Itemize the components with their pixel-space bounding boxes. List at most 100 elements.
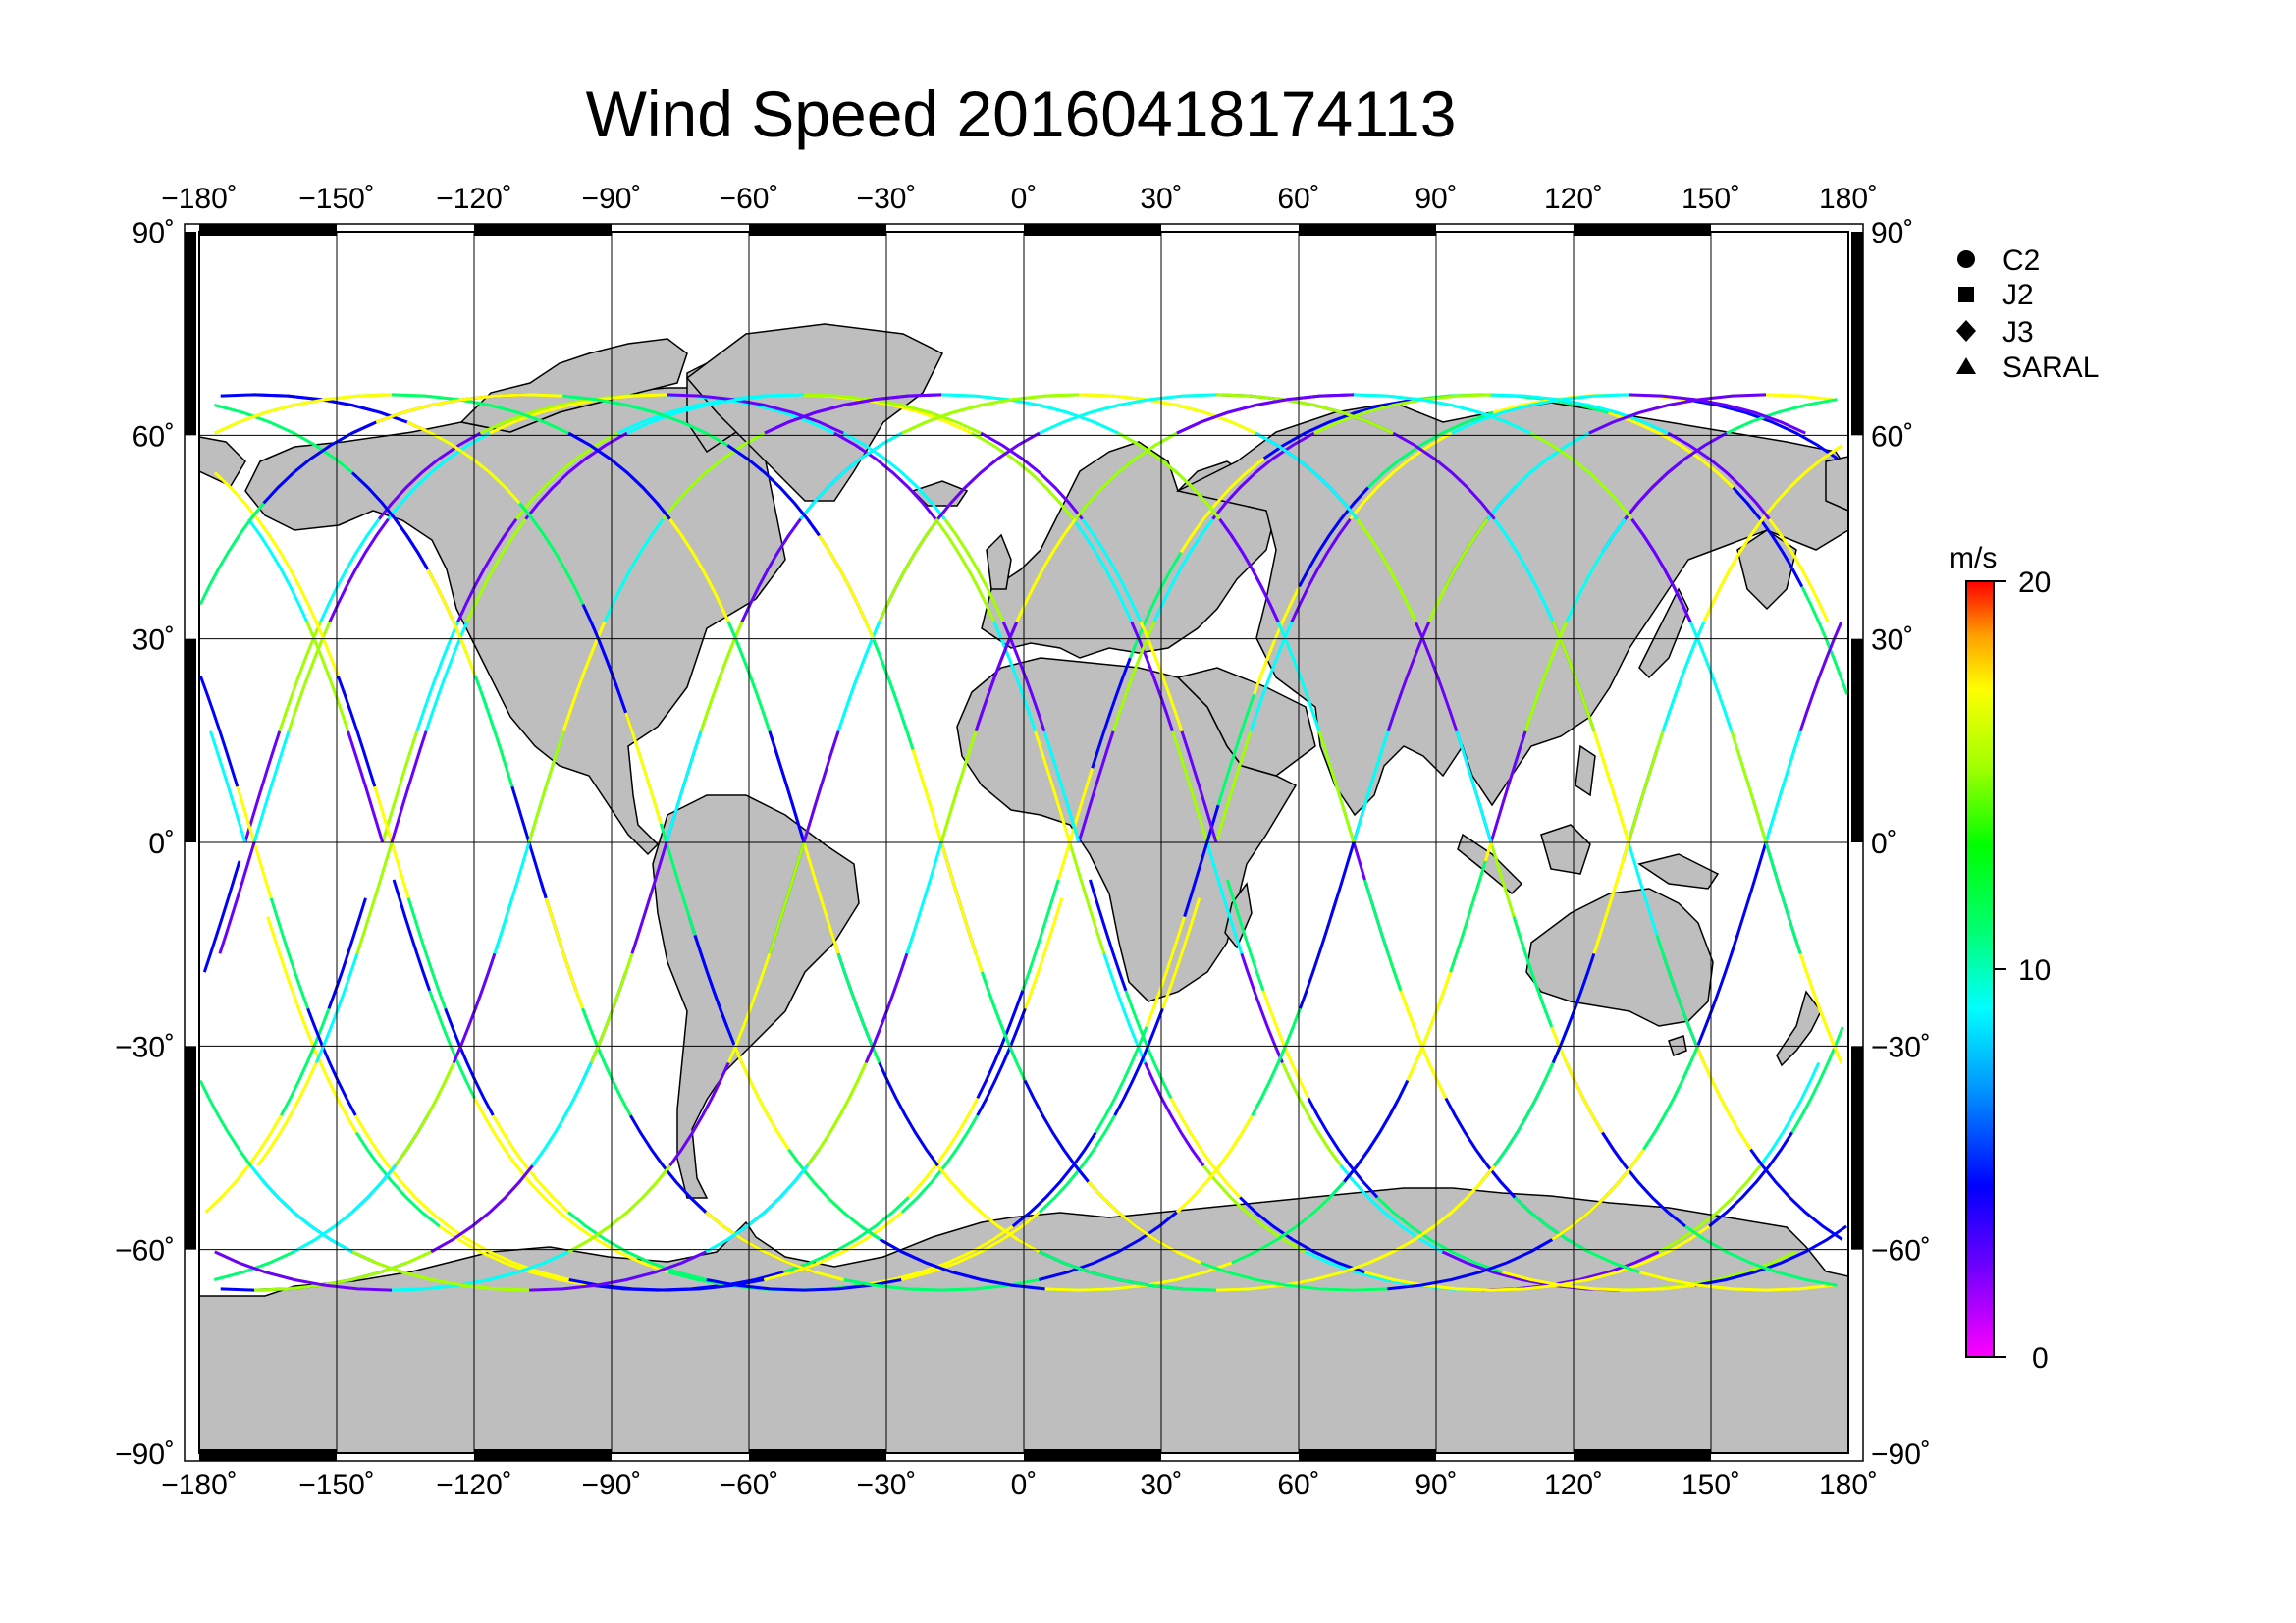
satellite-track-segment: [764, 393, 942, 435]
satellite-track-segment: [976, 1007, 1027, 1116]
square-icon: [1958, 287, 1974, 302]
satellite-track-segment: [492, 1114, 570, 1214]
latitude-tick-label: 60˚: [1871, 420, 1913, 453]
satellite-track-segment: [1694, 1044, 1752, 1151]
satellite-track-segment: [456, 517, 518, 623]
colorbar-tick-mid: 10: [2018, 954, 2051, 987]
satellite-track-segment: [802, 730, 840, 843]
satellite-track-segment: [1249, 621, 1294, 732]
frame-bar-top: [1574, 224, 1711, 236]
satellite-track-segment: [1349, 431, 1453, 520]
satellite-track-segment: [278, 621, 322, 732]
satellite-track-segment: [1074, 431, 1178, 520]
satellite-track-segment: [842, 431, 946, 520]
satellite-track-segment: [603, 517, 665, 623]
triangle-icon: [1956, 357, 1976, 374]
satellite-track-segment: [1730, 730, 1768, 843]
satellite-track-segment: [1565, 517, 1627, 623]
satellite-track-segment: [524, 431, 628, 520]
frame-bar-bottom: [199, 1449, 337, 1461]
latitude-labels-left: 90˚ 60˚ 30˚ 0˚ −30˚ −60˚ −90˚: [115, 217, 175, 1471]
satellite-track-segment: [1557, 1224, 1710, 1287]
frame-bar-top: [199, 224, 337, 236]
satellite-track-segment: [1486, 431, 1590, 520]
latitude-tick-label: 30˚: [1871, 624, 1913, 657]
satellite-track-segment: [1749, 1148, 1843, 1241]
satellite-track-segment: [799, 431, 903, 520]
satellite-track-segment: [1523, 621, 1569, 732]
satellite-track-segment: [878, 1061, 939, 1167]
satellite-track-segment: [864, 952, 909, 1064]
satellite-track-segment: [1694, 1224, 1847, 1287]
longitude-labels-bottom: −180˚ −150˚ −120˚ −90˚ −60˚ −30˚ 0˚ 30˚ 60˚ 90˚ 12…: [161, 1469, 1878, 1501]
satellite-track-segment: [1399, 990, 1448, 1100]
satellite-track-segment: [1353, 393, 1531, 435]
frame-bar-top: [749, 224, 886, 236]
satellite-track-segment: [1702, 517, 1764, 623]
satellite-track-segment: [740, 517, 802, 623]
satellite-track-segment: [1039, 1250, 1217, 1292]
satellite-track-segment: [1592, 730, 1630, 843]
satellite-track-segment: [1501, 1271, 1695, 1292]
satellite-track-segment: [1352, 730, 1390, 843]
satellite-track-segment: [1366, 410, 1494, 489]
satellite-track-segment: [531, 1061, 593, 1167]
satellite-track-segment: [518, 502, 585, 606]
satellite-track-segment: [836, 621, 881, 732]
latitude-tick-label: 60˚: [133, 420, 175, 453]
frame-bar-top: [1024, 224, 1161, 236]
satellite-track-segment: [1696, 935, 1739, 1046]
frame-bar-left: [185, 232, 196, 436]
satellite-track-segment: [314, 952, 359, 1064]
legend-label-c2: C2: [2002, 244, 2040, 277]
latitude-tick-label: −60˚: [1871, 1235, 1931, 1268]
satellite-track-segment: [1042, 730, 1081, 843]
longitude-tick-label: 30˚: [1140, 1469, 1182, 1501]
satellite-track-segment: [1592, 841, 1630, 954]
satellite-tracks: [199, 393, 1848, 1292]
satellite-track-segment: [945, 860, 984, 973]
satellite-track-segment: [581, 1007, 632, 1116]
satellite-track-segment: [514, 431, 619, 520]
satellite-track-segment: [1001, 621, 1046, 732]
satellite-track-segment: [802, 841, 840, 954]
satellite-track-segment: [665, 730, 703, 843]
satellite-track-segment: [1387, 1238, 1554, 1291]
satellite-track-segment: [1493, 1061, 1555, 1167]
land-japan: [1638, 587, 1689, 679]
satellite-track-segment: [1512, 916, 1554, 1028]
satellite-track-segment: [1011, 1131, 1097, 1228]
satellite-track-segment: [1251, 1007, 1302, 1116]
satellite-track-segment: [381, 730, 419, 843]
satellite-track-segment: [452, 952, 497, 1064]
satellite-track-segment: [589, 952, 634, 1064]
satellite-track-segment: [763, 1211, 903, 1281]
frame-bar-bottom: [1024, 1449, 1161, 1461]
land-borneo: [1540, 824, 1591, 875]
satellite-track-segment: [1144, 1061, 1205, 1167]
satellite-track-segment: [1231, 1180, 1346, 1265]
satellite-track-segment: [1298, 486, 1369, 588]
satellite-track-segment: [1262, 398, 1416, 460]
land-alaska-west: [199, 436, 246, 487]
longitude-tick-label: 90˚: [1415, 1469, 1457, 1501]
longitude-tick-label: 0˚: [1011, 1469, 1038, 1501]
satellite-track-segment: [1145, 916, 1187, 1028]
satellite-track-segment: [1021, 879, 1060, 992]
satellite-track-segment: [861, 1224, 1014, 1287]
frame-bar-bottom: [1574, 1449, 1711, 1461]
satellite-track-segment: [1068, 841, 1106, 954]
satellite-track-segment: [305, 621, 349, 732]
satellite-track-segment: [319, 517, 381, 623]
satellite-track-segment: [1642, 1044, 1700, 1151]
satellite-track-segment: [406, 897, 448, 1009]
satellite-track-segment: [444, 1007, 495, 1116]
satellite-track-segment: [1111, 621, 1156, 732]
satellite-track-segment: [630, 841, 668, 954]
satellite-track-segment: [1684, 1224, 1838, 1287]
satellite-track-segment: [1215, 393, 1394, 435]
longitude-tick-label: 150˚: [1682, 183, 1740, 215]
longitude-tick-label: 30˚: [1140, 183, 1182, 215]
satellite-track-segment: [726, 621, 772, 732]
satellite-track-segment: [936, 431, 1041, 520]
